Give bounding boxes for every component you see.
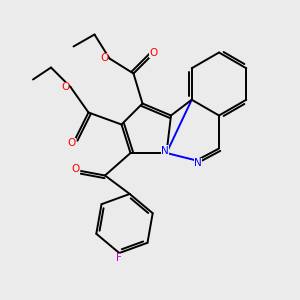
Text: O: O	[71, 164, 80, 175]
Text: O: O	[61, 82, 69, 92]
Text: O: O	[100, 53, 108, 63]
Text: F: F	[116, 254, 122, 263]
Text: N: N	[194, 158, 202, 169]
Text: N: N	[161, 146, 169, 156]
Text: O: O	[149, 47, 157, 58]
Text: O: O	[68, 138, 76, 148]
